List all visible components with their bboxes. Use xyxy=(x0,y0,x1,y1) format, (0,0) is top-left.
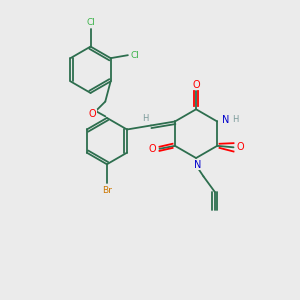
Text: N: N xyxy=(194,160,201,170)
Text: O: O xyxy=(236,142,244,152)
Text: Br: Br xyxy=(102,186,112,195)
Text: Cl: Cl xyxy=(130,51,140,60)
Text: Cl: Cl xyxy=(86,18,95,27)
Text: O: O xyxy=(89,109,97,119)
Text: O: O xyxy=(192,80,200,90)
Text: N: N xyxy=(222,115,230,125)
Text: O: O xyxy=(89,109,97,119)
Text: O: O xyxy=(149,144,157,154)
Text: H: H xyxy=(142,114,149,123)
Text: H: H xyxy=(232,116,239,124)
